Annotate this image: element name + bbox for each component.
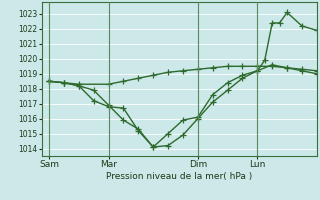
X-axis label: Pression niveau de la mer( hPa ): Pression niveau de la mer( hPa ) [106, 172, 252, 181]
